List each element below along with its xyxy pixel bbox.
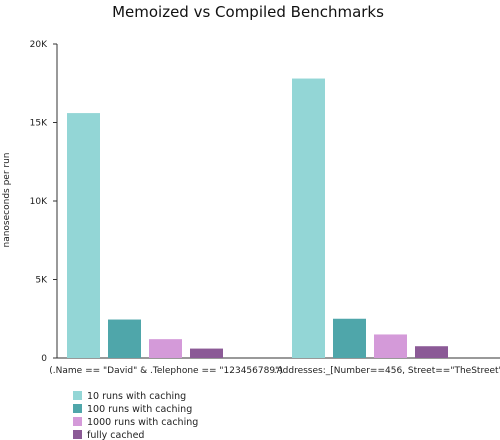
chart-title: Memoized vs Compiled Benchmarks xyxy=(112,3,384,21)
legend-swatch-2 xyxy=(73,404,82,413)
category-labels: (.Name == "David" & .Telephone == "12345… xyxy=(49,366,500,376)
bar-2-1 xyxy=(108,319,141,358)
legend: 10 runs with caching 100 runs with cachin… xyxy=(73,391,198,440)
bar-4-2 xyxy=(415,346,448,358)
bar-3-2 xyxy=(374,334,407,358)
legend-item-2: 100 runs with caching xyxy=(73,404,192,415)
y-tick-label: 15K xyxy=(30,119,48,129)
y-tick-label: 0 xyxy=(41,354,47,364)
legend-label-1: 10 runs with caching xyxy=(87,391,186,402)
y-ticks: 0 5K 10K 15K 20K xyxy=(30,40,57,364)
legend-label-3: 1000 runs with caching xyxy=(87,417,198,428)
legend-item-4: fully cached xyxy=(73,430,144,440)
legend-item-3: 1000 runs with caching xyxy=(73,417,198,428)
legend-label-2: 100 runs with caching xyxy=(87,404,192,415)
bar-1-1 xyxy=(67,113,100,358)
bar-4-1 xyxy=(190,348,223,358)
bar-2-2 xyxy=(333,318,366,358)
bar-group-2 xyxy=(292,78,448,358)
legend-item-1: 10 runs with caching xyxy=(73,391,186,402)
legend-label-4: fully cached xyxy=(87,430,144,440)
legend-swatch-4 xyxy=(73,430,82,439)
y-tick-label: 5K xyxy=(35,276,48,286)
legend-swatch-3 xyxy=(73,417,82,426)
bar-series xyxy=(67,78,448,358)
y-tick-label: 20K xyxy=(30,40,48,50)
y-tick-label: 10K xyxy=(30,197,48,207)
y-axis-label: nanoseconds per run xyxy=(2,153,12,248)
category-label-1: (.Name == "David" & .Telephone == "12345… xyxy=(49,366,282,376)
legend-swatch-1 xyxy=(73,391,82,400)
bar-3-1 xyxy=(149,339,182,358)
category-label-2: .Addresses:_[Number==456, Street=="TheSt… xyxy=(274,366,500,376)
bar-1-2 xyxy=(292,78,325,358)
bar-group-1 xyxy=(67,113,223,358)
